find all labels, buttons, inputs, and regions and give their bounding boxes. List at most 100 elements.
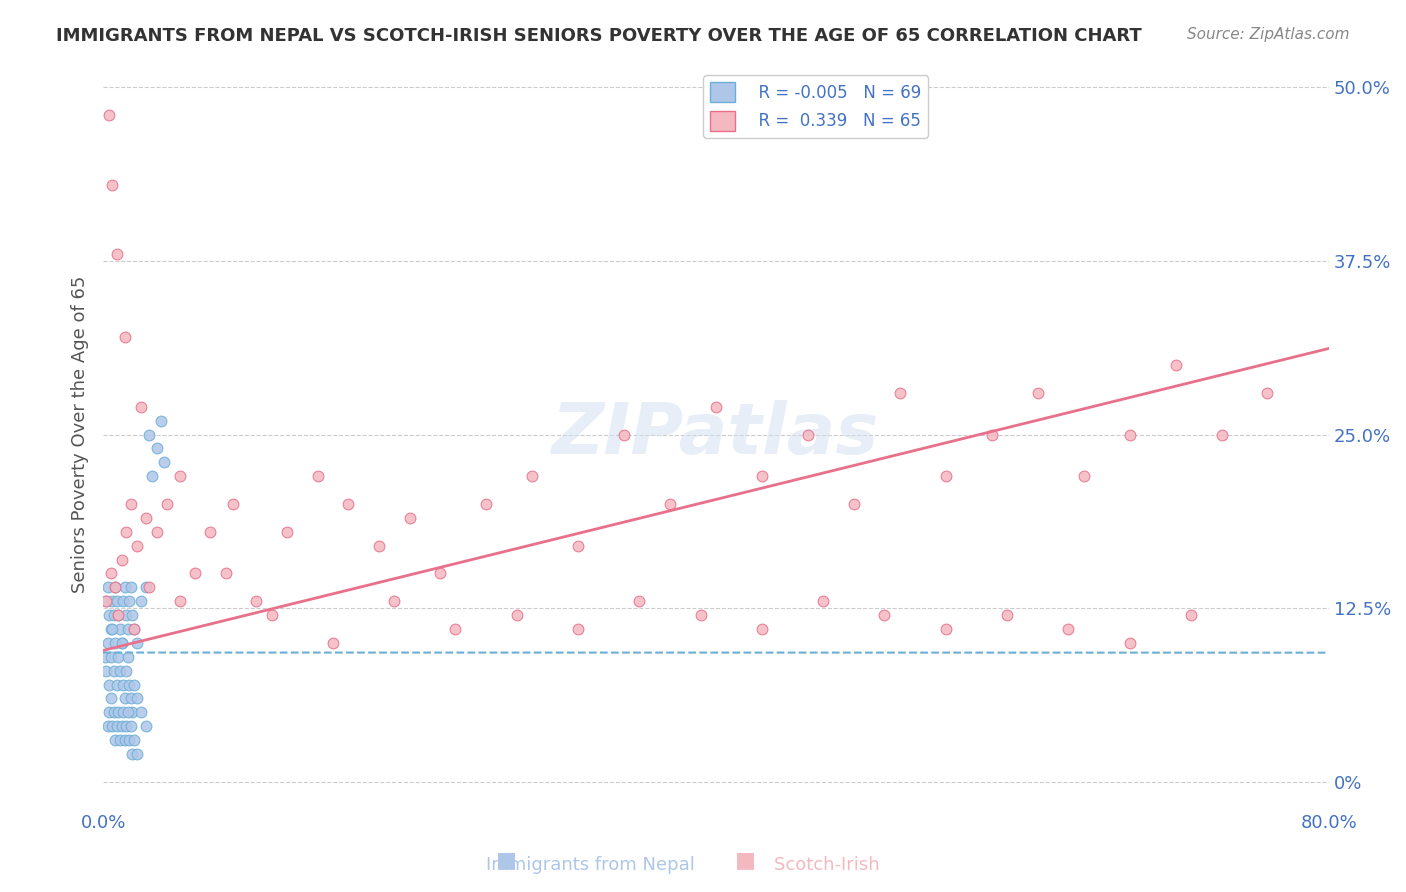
Point: [382, 594, 405, 608]
Point: [120, 580, 142, 594]
Point: [520, 469, 543, 483]
Point: [1026, 385, 1049, 400]
Point: [96, 594, 118, 608]
Point: [104, 733, 127, 747]
Point: [444, 622, 467, 636]
Point: [245, 594, 267, 608]
Point: [104, 580, 127, 594]
Point: [110, 636, 132, 650]
Point: [120, 691, 142, 706]
Point: [100, 649, 122, 664]
Point: [307, 469, 329, 483]
Point: [131, 400, 153, 414]
Point: [398, 511, 420, 525]
Point: [101, 719, 124, 733]
Point: [995, 608, 1018, 623]
Point: [751, 469, 773, 483]
Point: [103, 608, 125, 623]
Point: [112, 677, 135, 691]
Point: [122, 677, 145, 691]
Point: [613, 427, 636, 442]
Point: [704, 400, 727, 414]
Point: [145, 524, 167, 539]
Point: [115, 664, 138, 678]
Point: [1073, 469, 1095, 483]
Point: [101, 594, 124, 608]
Point: [842, 497, 865, 511]
Point: [260, 608, 283, 623]
Point: [104, 636, 127, 650]
Point: [1256, 385, 1278, 400]
Point: [980, 427, 1002, 442]
Point: [122, 622, 145, 636]
Point: [104, 580, 127, 594]
Point: [100, 622, 122, 636]
Point: [1180, 608, 1202, 623]
Point: [107, 706, 129, 720]
Point: [222, 497, 245, 511]
Point: [101, 622, 124, 636]
Point: [811, 594, 834, 608]
Point: [689, 608, 711, 623]
Text: IMMIGRANTS FROM NEPAL VS SCOTCH-IRISH SENIORS POVERTY OVER THE AGE OF 65 CORRELA: IMMIGRANTS FROM NEPAL VS SCOTCH-IRISH SE…: [56, 27, 1142, 45]
Point: [103, 706, 125, 720]
Point: [105, 247, 128, 261]
Point: [118, 677, 141, 691]
Point: [114, 691, 136, 706]
Point: [108, 622, 131, 636]
Point: [114, 330, 136, 344]
Point: [117, 706, 139, 720]
Point: [105, 594, 128, 608]
Point: [138, 580, 160, 594]
Point: [935, 622, 957, 636]
Point: [108, 664, 131, 678]
Point: [115, 608, 138, 623]
Point: [125, 636, 148, 650]
Point: [100, 566, 122, 581]
Point: [110, 636, 132, 650]
Point: [120, 719, 142, 733]
Point: [429, 566, 451, 581]
Point: [121, 608, 143, 623]
Point: [150, 414, 173, 428]
Point: [107, 608, 129, 623]
Point: [873, 608, 896, 623]
Point: [215, 566, 238, 581]
Point: [101, 178, 124, 192]
Point: [98, 706, 121, 720]
Text: Source: ZipAtlas.com: Source: ZipAtlas.com: [1187, 27, 1350, 42]
Point: [567, 539, 589, 553]
Point: [475, 497, 498, 511]
Y-axis label: Seniors Poverty Over the Age of 65: Seniors Poverty Over the Age of 65: [72, 276, 89, 593]
Point: [337, 497, 360, 511]
Point: [112, 594, 135, 608]
Point: [97, 636, 120, 650]
Point: [112, 706, 135, 720]
Point: [276, 524, 298, 539]
Point: [567, 622, 589, 636]
Point: [135, 719, 157, 733]
Point: [125, 539, 148, 553]
Text: ■: ■: [496, 850, 516, 870]
Point: [506, 608, 529, 623]
Point: [114, 733, 136, 747]
Point: [98, 608, 121, 623]
Point: [1211, 427, 1233, 442]
Point: [125, 691, 148, 706]
Point: [135, 511, 157, 525]
Point: [169, 594, 191, 608]
Point: [110, 552, 132, 566]
Point: [121, 706, 143, 720]
Point: [118, 594, 141, 608]
Point: [107, 649, 129, 664]
Point: [1057, 622, 1080, 636]
Point: [122, 733, 145, 747]
Point: [135, 580, 157, 594]
Point: [120, 497, 142, 511]
Point: [108, 733, 131, 747]
Point: [115, 719, 138, 733]
Point: [105, 719, 128, 733]
Point: [107, 608, 129, 623]
Point: [122, 622, 145, 636]
Point: [935, 469, 957, 483]
